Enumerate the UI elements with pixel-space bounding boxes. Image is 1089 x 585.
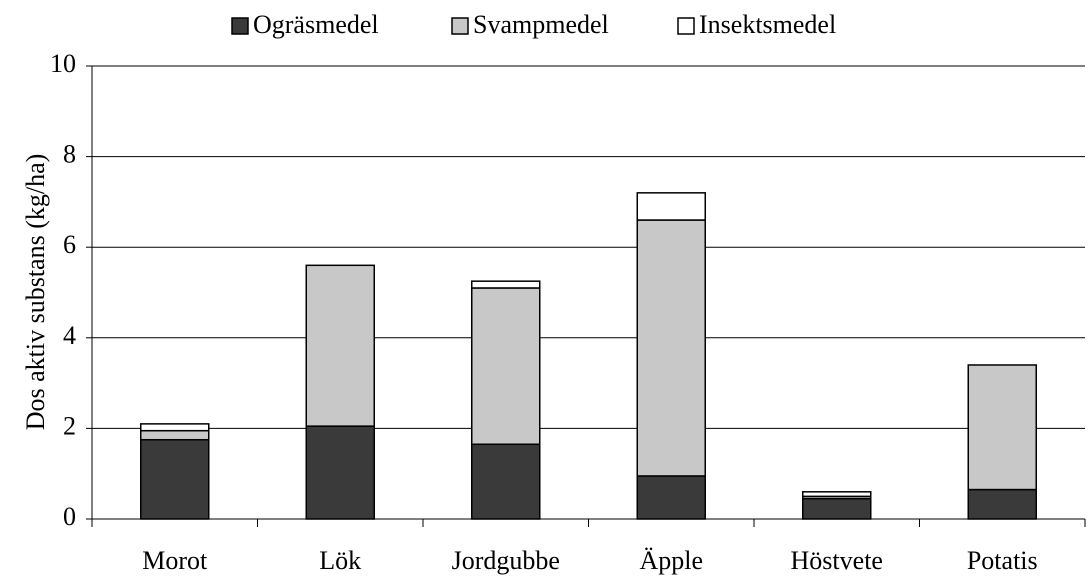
legend-label: Insektsmedel	[699, 10, 836, 39]
x-tick-label: Potatis	[967, 546, 1038, 575]
x-tick-label: Lök	[319, 546, 361, 575]
y-tick-label: 10	[50, 49, 76, 78]
bar-segment	[140, 438, 210, 520]
bar-segment	[471, 280, 541, 289]
bar-segment	[471, 443, 541, 520]
y-tick-label: 4	[63, 321, 76, 350]
y-tick-label: 6	[63, 230, 76, 259]
x-tick-label: Äpple	[639, 546, 703, 575]
bar-segment	[140, 429, 210, 441]
legend-swatch	[231, 17, 249, 35]
y-axis-label: Dos aktiv substans (kg/ha)	[21, 154, 50, 431]
bar-segment	[967, 488, 1037, 520]
bar-segment	[802, 491, 872, 498]
bar-segment	[305, 425, 375, 520]
bar-segment	[140, 423, 210, 432]
x-tick-label: Höstvete	[791, 546, 883, 575]
bar-segment	[471, 287, 541, 446]
bar-segment	[802, 497, 872, 520]
bar-segment	[636, 192, 706, 221]
bar-segment	[636, 219, 706, 477]
bar-segment	[967, 364, 1037, 491]
legend-label: Svampmedel	[473, 10, 609, 39]
x-tick-label: Morot	[142, 546, 208, 575]
bar-segment	[305, 264, 375, 427]
legend-swatch	[677, 17, 695, 35]
legend-label: Ogräsmedel	[253, 10, 379, 39]
legend-swatch	[451, 17, 469, 35]
bar-segment	[636, 475, 706, 520]
x-tick-label: Jordgubbe	[452, 546, 560, 575]
y-tick-label: 2	[63, 411, 76, 440]
y-tick-label: 0	[63, 502, 76, 531]
y-tick-label: 8	[63, 140, 76, 169]
